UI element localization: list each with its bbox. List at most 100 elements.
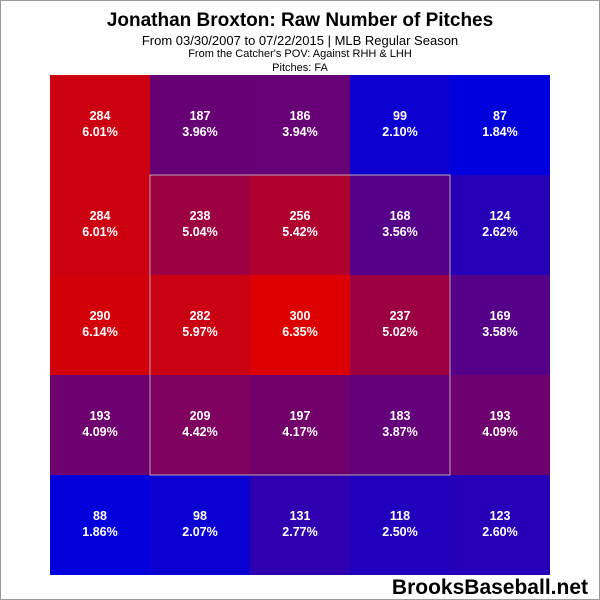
heatmap-cell-fill (450, 375, 550, 475)
heatmap-cell: 187 3.96% (150, 75, 250, 175)
brand-logo-text: BrooksBaseball.net (391, 576, 588, 599)
cell-percent-label: 4.42% (182, 425, 217, 439)
cell-percent-label: 2.60% (482, 525, 517, 539)
heatmap-cell: 183 3.87% (350, 375, 450, 475)
heatmap-cell: 290 6.14% (50, 275, 150, 375)
cell-count-label: 123 (490, 509, 511, 523)
cell-count-label: 87 (493, 109, 507, 123)
cell-percent-label: 1.86% (82, 525, 117, 539)
strike-zone-outline (149, 174, 451, 476)
cell-percent-label: 6.35% (282, 325, 317, 339)
heatmap-cell-fill (150, 175, 250, 275)
cell-count-label: 290 (90, 309, 111, 323)
heatmap-cell-fill (150, 75, 250, 175)
heatmap-cell: 300 6.35% (250, 275, 350, 375)
heatmap-cell: 284 6.01% (50, 75, 150, 175)
heatmap-cell: 123 2.60% (450, 475, 550, 575)
heatmap-cell: 169 3.58% (450, 275, 550, 375)
cell-count-label: 193 (490, 409, 511, 423)
heatmap-cell-fill (350, 375, 450, 475)
cell-count-label: 168 (390, 209, 411, 223)
cell-count-label: 88 (93, 509, 107, 523)
heatmap-cell: 193 4.09% (450, 375, 550, 475)
cell-count-label: 131 (290, 509, 311, 523)
heatmap-cell: 209 4.42% (150, 375, 250, 475)
heatmap-cell: 131 2.77% (250, 475, 350, 575)
heatmap-cell-fill (350, 175, 450, 275)
cell-percent-label: 3.87% (382, 425, 417, 439)
heatmap-cell: 99 2.10% (350, 75, 450, 175)
cell-percent-label: 2.62% (482, 225, 517, 239)
cell-count-label: 183 (390, 409, 411, 423)
heatmap-cell-fill (250, 275, 350, 375)
heatmap-cell: 168 3.56% (350, 175, 450, 275)
heatmap-cell-fill (150, 275, 250, 375)
heatmap-cell-fill (250, 375, 350, 475)
cell-percent-label: 5.97% (182, 325, 217, 339)
heatmap-cell: 282 5.97% (150, 275, 250, 375)
heatmap-cell: 118 2.50% (350, 475, 450, 575)
heatmap-cell-fill (350, 275, 450, 375)
heatmap-cell-fill (250, 475, 350, 575)
heatmap-cell-fill (50, 75, 150, 175)
heatmap-cell: 88 1.86% (50, 475, 150, 575)
heatmap-cell-fill (350, 75, 450, 175)
cell-percent-label: 3.96% (182, 125, 217, 139)
cell-percent-label: 6.01% (82, 225, 117, 239)
cell-count-label: 256 (290, 209, 311, 223)
cell-count-label: 186 (290, 109, 311, 123)
cell-percent-label: 3.56% (382, 225, 417, 239)
cell-percent-label: 6.14% (82, 325, 117, 339)
heatmap-cell: 193 4.09% (50, 375, 150, 475)
cell-count-label: 193 (90, 409, 111, 423)
cell-percent-label: 4.09% (82, 425, 117, 439)
cell-percent-label: 1.84% (482, 125, 517, 139)
heatmap-cell: 238 5.04% (150, 175, 250, 275)
pitch-type-label: Pitches: FA (272, 62, 328, 74)
cell-percent-label: 5.04% (182, 225, 217, 239)
heatmap-cell: 87 1.84% (450, 75, 550, 175)
cell-count-label: 284 (90, 209, 111, 223)
heatmap-cell-fill (450, 275, 550, 375)
heatmap-cell-fill (50, 175, 150, 275)
cell-count-label: 300 (290, 309, 311, 323)
cell-count-label: 187 (190, 109, 211, 123)
heatmap-cell-fill (150, 475, 250, 575)
heatmap-cell-fill (50, 275, 150, 375)
cell-count-label: 282 (190, 309, 211, 323)
heatmap-cell: 197 4.17% (250, 375, 350, 475)
cell-count-label: 238 (190, 209, 211, 223)
chart-title: Jonathan Broxton: Raw Number of Pitches (106, 10, 494, 31)
heatmap-cell-fill (450, 175, 550, 275)
heatmap-cell: 256 5.42% (250, 175, 350, 275)
heatmap-cell-fill (450, 475, 550, 575)
cell-percent-label: 3.58% (482, 325, 517, 339)
cell-count-label: 197 (290, 409, 311, 423)
cell-count-label: 237 (390, 309, 411, 323)
cell-percent-label: 2.77% (282, 525, 317, 539)
cell-percent-label: 6.01% (82, 125, 117, 139)
heatmap-cell: 237 5.02% (350, 275, 450, 375)
heatmap-cell: 98 2.07% (150, 475, 250, 575)
heatmap-cell-fill (450, 75, 550, 175)
heatmap-cell-fill (250, 75, 350, 175)
cell-count-label: 99 (393, 109, 407, 123)
heatmap-cell-fill (150, 375, 250, 475)
cell-percent-label: 5.02% (382, 325, 417, 339)
pov-label: From the Catcher's POV: Against RHH & LH… (188, 48, 412, 60)
cell-percent-label: 5.42% (282, 225, 317, 239)
cell-percent-label: 4.09% (482, 425, 517, 439)
heatmap-cell: 186 3.94% (250, 75, 350, 175)
heatmap-cell: 284 6.01% (50, 175, 150, 275)
cell-percent-label: 4.17% (282, 425, 317, 439)
cell-count-label: 209 (190, 409, 211, 423)
heatmap-cell-fill (50, 475, 150, 575)
cell-count-label: 98 (193, 509, 207, 523)
cell-count-label: 124 (490, 209, 511, 223)
cell-percent-label: 2.50% (382, 525, 417, 539)
cell-percent-label: 2.10% (382, 125, 417, 139)
cell-count-label: 284 (90, 109, 111, 123)
heatmap-cell-fill (350, 475, 450, 575)
heatmap-cell-fill (250, 175, 350, 275)
